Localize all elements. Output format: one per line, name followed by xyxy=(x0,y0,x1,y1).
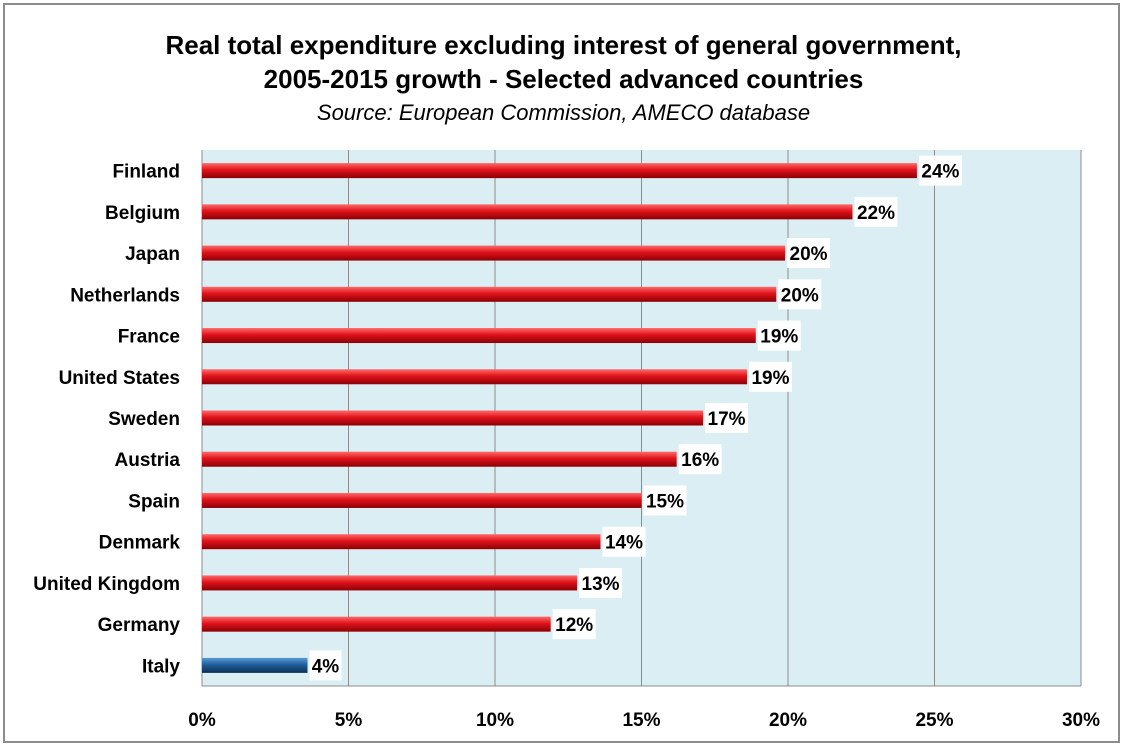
category-label: France xyxy=(118,327,180,348)
bar xyxy=(202,492,642,508)
x-tick-label: 10% xyxy=(476,710,514,731)
data-label: 12% xyxy=(555,615,593,636)
data-label-box xyxy=(705,403,749,433)
bar xyxy=(202,286,777,302)
data-label-box xyxy=(854,196,898,227)
data-label: 19% xyxy=(760,327,798,348)
data-label: 14% xyxy=(605,533,643,554)
chart-subtitle: Source: European Commission, AMECO datab… xyxy=(316,100,811,125)
data-label: 19% xyxy=(751,368,789,389)
bar xyxy=(202,204,853,220)
x-tick-label: 0% xyxy=(188,710,216,731)
data-label-box xyxy=(757,320,801,351)
bar xyxy=(202,451,677,467)
data-label-box xyxy=(579,567,623,598)
data-label-box xyxy=(309,650,342,681)
data-label: 20% xyxy=(781,285,819,306)
x-tick-label: 20% xyxy=(769,710,807,731)
category-label: United Kingdom xyxy=(33,574,180,595)
category-label: Spain xyxy=(128,491,180,512)
data-label: 20% xyxy=(790,244,828,265)
category-label: Japan xyxy=(125,244,180,265)
data-label: 22% xyxy=(857,203,895,224)
category-label: Italy xyxy=(142,656,180,677)
bar xyxy=(202,163,917,179)
category-label: Belgium xyxy=(105,203,180,224)
chart-title-line2: 2005-2015 growth - Selected advanced cou… xyxy=(263,64,864,94)
bar xyxy=(202,245,786,261)
bar xyxy=(202,369,747,385)
bar xyxy=(202,410,704,426)
x-tick-label: 25% xyxy=(915,710,953,731)
bar xyxy=(202,616,551,632)
category-label: Germany xyxy=(98,615,181,636)
category-label: Netherlands xyxy=(70,285,180,306)
data-label-box xyxy=(678,444,722,475)
data-label: 17% xyxy=(708,409,746,430)
chart-title: Real total expenditure excluding interes… xyxy=(165,30,962,60)
bar xyxy=(202,328,756,344)
data-label-box xyxy=(643,485,687,516)
category-label: Denmark xyxy=(99,533,181,554)
bar xyxy=(202,575,578,591)
data-label: 16% xyxy=(681,450,719,471)
data-label-box xyxy=(918,155,962,186)
category-label: Finland xyxy=(112,162,180,183)
x-tick-label: 30% xyxy=(1062,710,1100,731)
bar xyxy=(202,534,601,550)
x-tick-label: 5% xyxy=(335,710,363,731)
data-label: 13% xyxy=(582,574,620,595)
bar xyxy=(202,657,308,673)
category-label: Sweden xyxy=(108,409,180,430)
x-tick-label: 15% xyxy=(622,710,660,731)
data-label-box xyxy=(787,238,831,269)
data-label: 24% xyxy=(921,162,959,183)
data-label-box xyxy=(552,609,596,640)
data-label: 4% xyxy=(312,656,340,677)
data-label-box xyxy=(602,526,646,557)
data-label-box xyxy=(748,361,792,392)
data-label: 15% xyxy=(646,491,684,512)
category-label: United States xyxy=(59,368,180,389)
data-label-box xyxy=(778,279,822,310)
category-label: Austria xyxy=(115,450,181,471)
